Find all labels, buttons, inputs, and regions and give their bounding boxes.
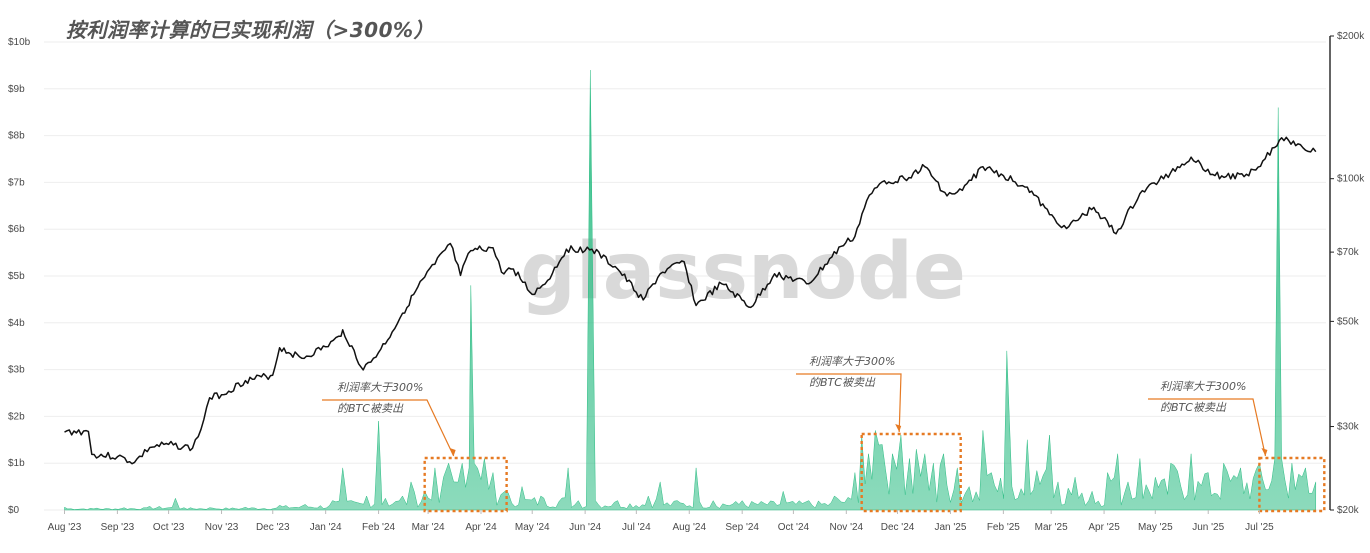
annotation-text: 利润率大于300% — [337, 381, 423, 394]
x-tick-label: Feb '24 — [362, 522, 395, 533]
x-tick-label: Dec '24 — [881, 522, 915, 533]
y-right-tick-label: $200k — [1337, 31, 1365, 42]
x-tick-label: Jun '25 — [1192, 522, 1224, 533]
y-left-tick-label: $0 — [8, 505, 20, 516]
y-right-tick-label: $30k — [1337, 422, 1360, 433]
y-left-tick-label: $9b — [8, 84, 25, 95]
y-left-tick-label: $8b — [8, 131, 25, 142]
y-right-tick-label: $50k — [1337, 316, 1360, 327]
annotation-arrowhead — [1261, 448, 1268, 456]
x-tick-label: Nov '23 — [205, 522, 239, 533]
annotation-arrowhead — [449, 448, 456, 456]
x-tick-label: May '25 — [1138, 522, 1173, 533]
grid-lines — [44, 41, 1326, 511]
annotation-box — [860, 432, 962, 513]
annotation: 利润率大于300% 的BTC被卖出 — [322, 381, 508, 513]
realized-profit-area — [64, 70, 1317, 511]
x-tick-label: May '24 — [515, 522, 550, 533]
y-right-tick-label: $20k — [1337, 505, 1360, 516]
annotation: 利润率大于300% 的BTC被卖出 — [796, 355, 962, 513]
chart-title: 按利润率计算的已实现利润（>300%） — [66, 18, 435, 42]
annotation-box — [1258, 456, 1326, 513]
annotation-box — [423, 456, 508, 513]
x-tick-label: Aug '23 — [48, 522, 82, 533]
price-line-series — [64, 136, 1317, 465]
watermark: glassnode — [520, 227, 966, 317]
y-right-tick-label: $100k — [1337, 174, 1365, 185]
y-axis-right: $20k $30k $50k $70k $100k $200k — [1329, 31, 1365, 516]
x-tick-label: Apr '24 — [465, 522, 497, 533]
btc-price-line — [64, 136, 1317, 465]
y-left-tick-label: $5b — [8, 271, 25, 282]
x-tick-label: Jan '25 — [934, 522, 966, 533]
y-axis-left: $0 $1b $2b $3b $4b $5b $6b $7b $8b $9b $10b — [8, 37, 31, 516]
x-tick-label: Apr '25 — [1088, 522, 1120, 533]
y-right-tick-label: $70k — [1337, 247, 1360, 258]
y-left-tick-label: $2b — [8, 411, 25, 422]
area-series — [64, 70, 1317, 511]
y-left-tick-label: $7b — [8, 177, 25, 188]
y-left-tick-label: $4b — [8, 318, 25, 329]
annotation: 利润率大于300% 的BTC被卖出 — [1148, 380, 1326, 513]
x-tick-label: Jan '24 — [310, 522, 342, 533]
x-axis: Aug '23 Sep '23 Oct '23 Nov '23 Dec '23 Jan '… — [48, 510, 1274, 533]
x-tick-label: Oct '23 — [153, 522, 185, 533]
annotation-text: 的BTC被卖出 — [809, 376, 876, 389]
x-tick-label: Jul '25 — [1245, 522, 1274, 533]
annotation-text: 利润率大于300% — [809, 355, 895, 368]
annotation-arrow — [322, 399, 455, 457]
x-tick-label: Jun '24 — [569, 522, 601, 533]
x-tick-label: Oct '24 — [778, 522, 810, 533]
y-left-tick-label: $10b — [8, 37, 31, 48]
x-tick-label: Sep '23 — [101, 522, 135, 533]
annotation-arrow — [796, 373, 902, 433]
annotation-text: 利润率大于300% — [1160, 380, 1246, 393]
x-tick-label: Jul '24 — [622, 522, 651, 533]
x-tick-label: Nov '24 — [830, 522, 864, 533]
y-left-tick-label: $1b — [8, 458, 25, 469]
x-tick-label: Mar '24 — [412, 522, 445, 533]
x-tick-label: Aug '24 — [672, 522, 706, 533]
x-tick-label: Mar '25 — [1035, 522, 1068, 533]
annotation-arrow — [1148, 398, 1267, 457]
x-tick-label: Sep '24 — [725, 522, 759, 533]
annotation-text: 的BTC被卖出 — [337, 402, 404, 415]
x-tick-label: Feb '25 — [987, 522, 1020, 533]
annotation-text: 的BTC被卖出 — [1160, 401, 1227, 414]
x-tick-label: Dec '23 — [256, 522, 290, 533]
y-left-tick-label: $6b — [8, 224, 25, 235]
annotation-arrowhead — [895, 424, 902, 432]
y-left-tick-label: $3b — [8, 365, 25, 376]
